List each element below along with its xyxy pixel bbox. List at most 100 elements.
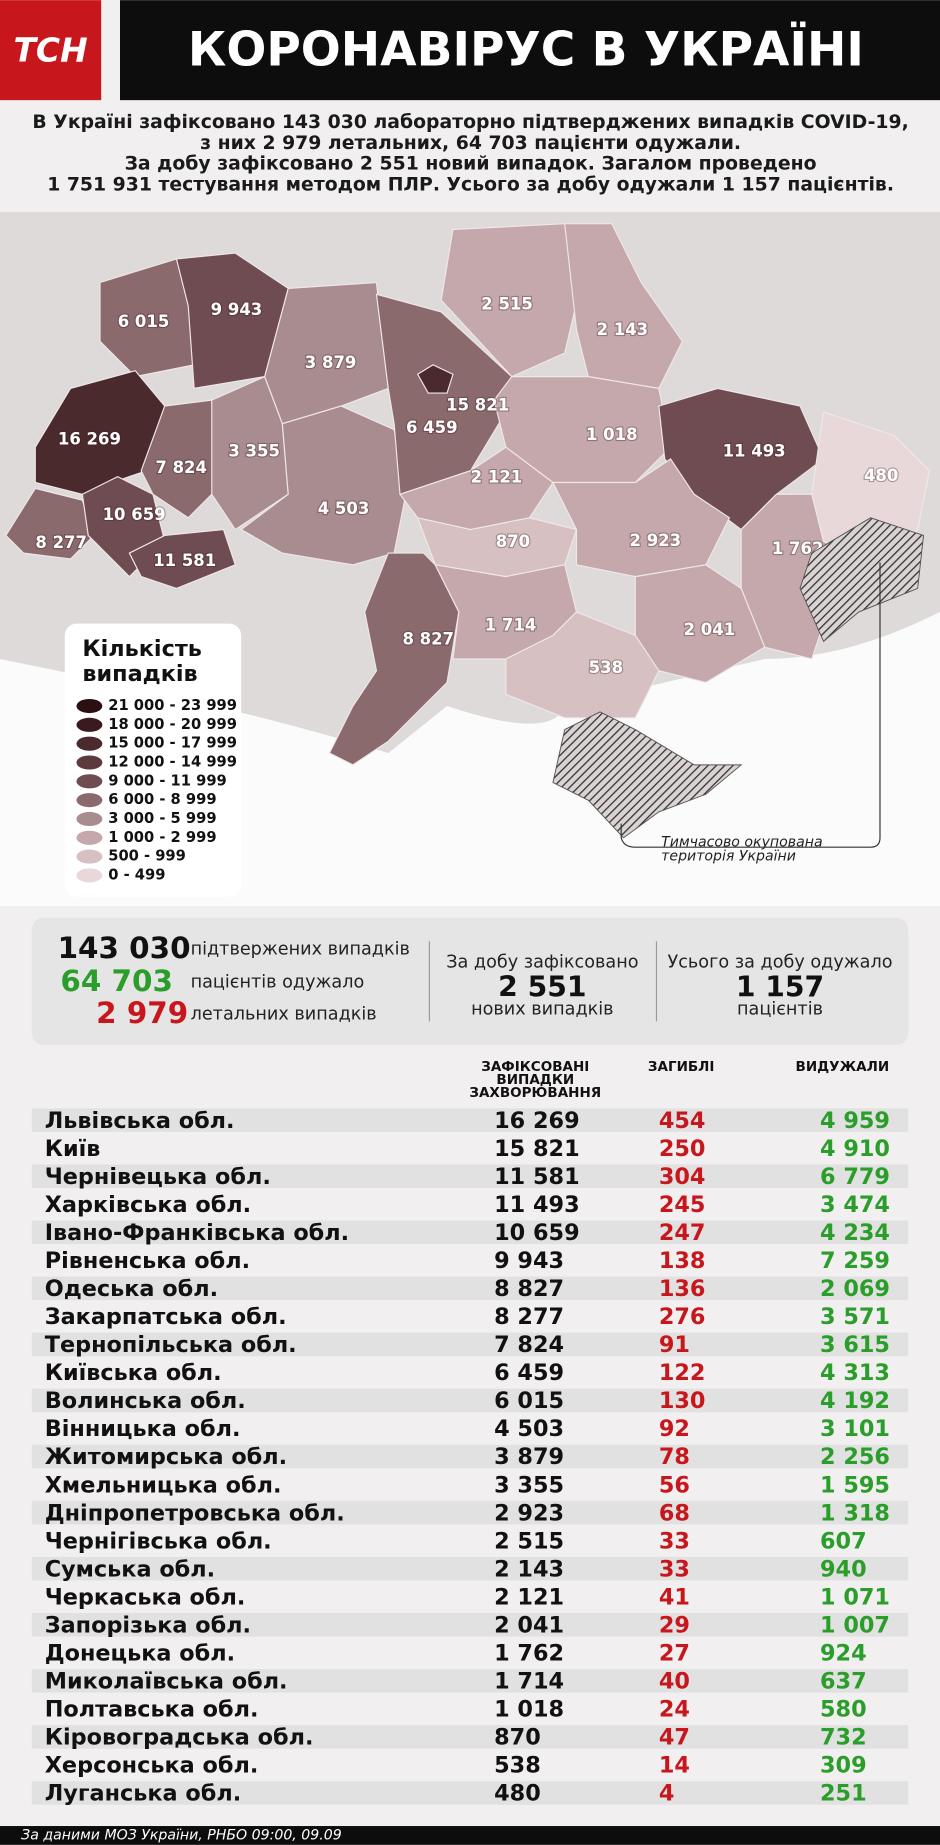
day-value: 2 551 [498,970,586,1003]
col-header: ЗАХВОРЮВАННЯ [469,1085,601,1101]
cases: 2 121 [494,1584,564,1610]
legend-label: 9 000 - 11 999 [108,772,227,789]
day-title: За добу зафіксовано [446,953,638,973]
deaths: 304 [659,1164,706,1190]
intro-line: За добу зафіксовано 2 551 новий випадок.… [125,154,817,175]
deaths: 276 [659,1304,706,1330]
recovered: 309 [820,1753,867,1779]
recovered: 4 234 [820,1220,890,1246]
cases: 2 515 [494,1528,564,1554]
region-name: Київ [45,1136,101,1162]
row-band [31,1444,909,1469]
legend-swatch [76,849,103,864]
recovered: 607 [820,1528,867,1554]
row-band [31,1276,909,1301]
cases: 870 [494,1725,541,1751]
rec-label: пацієнтів [737,1000,823,1020]
deaths: 56 [659,1472,690,1498]
region-label: 8 827 [402,630,454,649]
deaths: 136 [659,1276,706,1302]
region-name: Дніпропетровська обл. [45,1500,345,1526]
region-label: 3 879 [305,353,357,372]
region-name: Чернівецька обл. [45,1164,271,1190]
recovered: 4 192 [820,1388,890,1414]
cases: 2 143 [494,1556,564,1582]
region-label: 11 493 [723,441,786,460]
region-label: 2 041 [684,620,736,639]
occupied-east [799,517,925,643]
region-label: 2 143 [597,320,649,339]
legend-label: 0 - 499 [108,866,165,883]
table: Львівська обл. 16 269 454 4 959 Київ 15 821 25… [31,1108,909,1807]
cases: 11 493 [494,1192,580,1218]
legend-swatch [76,717,103,732]
cases: 6 459 [494,1360,564,1386]
deaths: 29 [659,1612,690,1638]
legend-label: 12 000 - 14 999 [108,754,237,771]
region-name: Житомирська обл. [45,1444,287,1470]
region-label: 9 943 [211,300,263,319]
region-label: 1 714 [485,616,537,635]
cases: 8 827 [494,1276,564,1302]
legend-label: 18 000 - 20 999 [108,716,237,733]
footer: За даними МОЗ України, РНБО 09:00, 09.09 [21,1827,342,1843]
row-band [31,1725,909,1749]
legend-title: Кількість [82,636,202,662]
deaths: 40 [659,1669,690,1695]
region-label: 1 018 [586,425,638,444]
deaths: 41 [659,1584,690,1610]
title: КОРОНАВІРУС В УКРАЇНІ [188,23,864,78]
note-pointer [620,562,881,848]
map: 6 015 9 943 16 269 8 277 10 659 7 824 11 581 3 … [5,223,931,766]
legend-label: 21 000 - 23 999 [108,697,237,714]
legend-label: 15 000 - 17 999 [108,735,237,752]
legend-title: випадків [82,661,197,687]
legend-swatch [76,793,103,808]
legend-swatch [76,868,103,883]
region-label: 16 269 [58,430,121,449]
region-name: Чернігівська обл. [45,1528,272,1554]
footer-bar [0,1826,940,1845]
recovered: 1 595 [820,1472,890,1498]
region-name: Сумська обл. [45,1556,215,1582]
day-label: нових випадків [471,1000,613,1020]
recovered: 4 910 [820,1136,890,1162]
intro-line: В Україні зафіксовано 143 030 лабораторн… [32,112,908,133]
col-header: ВИДУЖАЛИ [796,1059,890,1075]
col-header: ВИПАДКИ [496,1072,574,1088]
row-band [31,1556,909,1581]
cases: 8 277 [494,1304,564,1330]
col-header: ЗАФІКСОВАНІ [481,1059,589,1075]
recovered: 3 101 [820,1416,890,1442]
deaths: 130 [659,1388,706,1414]
region-name: Полтавська обл. [45,1697,259,1723]
recovered: 3 615 [820,1332,890,1358]
deaths: 4 [659,1781,675,1807]
region-label: 538 [589,658,623,677]
row-band [31,1108,909,1132]
cases: 7 824 [494,1332,564,1358]
cases: 1 018 [494,1697,564,1723]
logo: ТСН [13,30,87,69]
logo-box [0,0,102,101]
confirmed: 143 030 [58,931,191,965]
legend-label: 500 - 999 [108,848,186,865]
region-label: 8 277 [35,533,87,552]
summary-box [31,917,909,1045]
cases: 2 923 [494,1500,564,1526]
confirmed-label: підтвержених випадків [191,940,410,960]
deaths-label: летальних випадків [191,1004,377,1024]
row-band [31,1781,909,1805]
cases: 3 355 [494,1472,564,1498]
row-band [31,1332,909,1357]
cases: 10 659 [494,1220,580,1246]
legend-swatch [76,830,103,845]
row-band [31,1500,909,1525]
recovered: 3 474 [820,1192,890,1218]
region-name: Харківська обл. [45,1192,251,1218]
region-name: Миколаївська обл. [45,1669,288,1695]
region-label: 2 923 [630,531,682,550]
region-label: 2 121 [471,467,523,486]
legend-swatch [76,774,103,789]
